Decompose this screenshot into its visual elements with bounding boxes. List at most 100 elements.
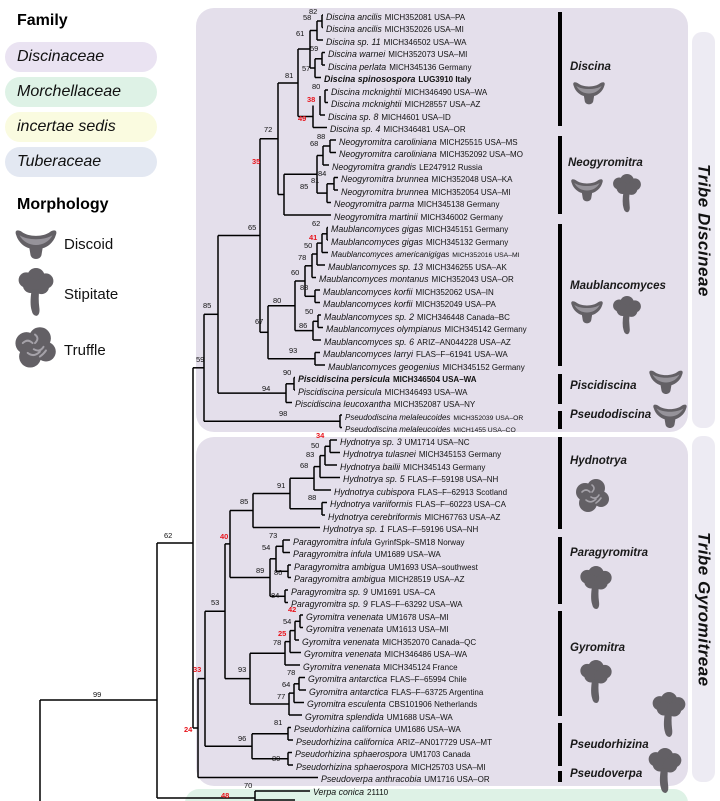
genus-bar-pseudorhizina (558, 723, 562, 766)
genus-bar-maublancomyces (558, 224, 562, 366)
support-value: 48 (221, 791, 230, 800)
taxon-label: Maublancomyces americanigigas MICH352016 … (331, 250, 520, 259)
support-value: 86 (274, 568, 283, 577)
support-value: 58 (303, 13, 312, 22)
taxon-label: Hydnotrya bailii MICH345143 Germany (340, 461, 486, 472)
taxon-label: Neogyromitra parma MICH345138 Germany (334, 199, 500, 209)
support-value: 86 (299, 321, 308, 330)
support-value: 80 (272, 754, 281, 763)
taxon-label: Discina warnei MICH352073 USA–MI (328, 49, 468, 59)
support-value: 49 (298, 114, 307, 123)
support-value: 72 (264, 125, 273, 134)
support-value: 59 (196, 355, 205, 364)
genus-bar-hydnotrya (558, 437, 562, 529)
support-value: 54 (262, 543, 271, 552)
taxon-label: Piscidiscina persicula MICH346504 USA–WA (298, 374, 477, 384)
discoid-icon (573, 82, 605, 105)
support-value: 90 (283, 368, 292, 377)
support-value: 99 (93, 690, 102, 699)
outgroup-box (185, 789, 688, 801)
genus-label-piscidiscina: Piscidiscina (570, 380, 637, 392)
genus-label-paragyromitra: Paragyromitra (570, 547, 648, 559)
tribe-label: Tribe Discineae (694, 163, 714, 297)
support-value: 34 (316, 431, 325, 440)
support-value: 70 (244, 781, 253, 790)
support-value: 40 (220, 532, 229, 541)
taxon-label: Discina perlata MICH345136 Germany (328, 61, 472, 72)
taxon-label: Maublancomyces gigas MICH345132 Germany (331, 236, 509, 247)
support-value: 85 (240, 497, 249, 506)
genus-bar-neogyromitra (558, 136, 562, 214)
taxon-label: Pseudorhizina sphaerospora UM1703 Canada (295, 749, 471, 759)
taxon-label: Gyromitra venenata MICH345124 France (303, 661, 458, 672)
taxon-label: Hydnotrya variiformis FLAS–F–60223 USA–CA (330, 499, 506, 509)
support-value: 89 (256, 566, 265, 575)
support-value: 50 (304, 241, 313, 250)
support-value: 78 (298, 253, 307, 262)
taxon-label: Gyromitra venenata UM1613 USA–MI (306, 624, 449, 634)
taxon-label: Maublancomyces sp. 6 ARIZ–AN044228 USA–AZ (324, 336, 511, 347)
support-value: 83 (306, 450, 315, 459)
taxon-label: Maublancomyces korfii MICH352062 USA–IN (323, 286, 494, 297)
support-value: 50 (305, 307, 314, 316)
support-value: 25 (278, 629, 287, 638)
taxon-label: Hydnotrya tulasnei MICH345153 Germany (343, 449, 502, 459)
support-value: 38 (307, 95, 316, 104)
taxon-label: Hydnotrya sp. 1 FLAS–F–59196 USA–NH (323, 524, 479, 534)
taxon-label: Maublancomyces montanus MICH352043 USA–OR (319, 274, 514, 284)
taxon-label: Gyromitra antarctica FLAS–F–65994 Chile (308, 674, 467, 684)
family-chip-morchellaceae: Morchellaceae (5, 77, 157, 107)
taxon-label: Neogyromitra martinii MICH346002 Germany (334, 211, 503, 222)
support-value: 64 (282, 680, 291, 689)
support-value: 78 (287, 668, 296, 677)
support-value: 81 (285, 71, 294, 80)
taxon-label: Neogyromitra brunnea MICH352054 USA–MI (341, 186, 511, 197)
taxon-label: Verpa conica 21110 (313, 786, 389, 797)
support-value: 54 (283, 617, 292, 626)
taxon-label: Pseudorhizina californica ARIZ–AN017729 U… (296, 736, 492, 747)
support-value: 94 (262, 384, 271, 393)
discoid-icon (653, 404, 687, 428)
support-value: 57 (302, 64, 311, 73)
tribe-strip-gyromitreae: Tribe Gyromitreae (692, 436, 715, 782)
support-value: 62 (164, 531, 173, 540)
genus-label-neogyromitra: Neogyromitra (568, 157, 643, 169)
support-value: 82 (309, 7, 318, 16)
discoid-icon (649, 370, 683, 394)
family-legend-title: Family (17, 12, 68, 29)
support-value: 35 (252, 157, 261, 166)
tribe-discineae-box (196, 8, 688, 432)
taxon-label: Hydnotrya cubispora FLAS–F–62913 Scotland (334, 486, 508, 497)
support-value: 60 (291, 268, 300, 277)
taxon-label: Maublancomyces geogenius MICH345152 Germa… (328, 361, 525, 372)
support-value: 33 (193, 665, 202, 674)
morphology-label-discoid: Discoid (64, 236, 114, 253)
support-value: 81 (274, 718, 283, 727)
taxon-label: Paragyromitra ambigua UM1693 USA–southwes… (294, 561, 478, 572)
tribe-label: Tribe Gyromitreae (694, 531, 714, 687)
genus-bar-paragyromitra (558, 537, 562, 604)
morphology-legend-title: Morphology (17, 196, 109, 213)
taxon-label: Discina spinosospora LUG3910 Italy (324, 74, 472, 84)
taxon-label: Discina mcknightii MICH28557 USA–AZ (331, 99, 481, 109)
support-value: 59 (310, 44, 319, 53)
taxon-label: Piscidiscina leucoxantha MICH352087 USA–N… (295, 399, 476, 409)
taxon-label: Gyromitra venenata MICH352070 Canada–QC (302, 636, 477, 647)
support-value: 77 (277, 692, 286, 701)
taxon-label: Paragyromitra sp. 9 FLAS–F–63292 USA–WA (291, 599, 463, 609)
genus-label-pseudorhizina: Pseudorhizina (570, 739, 649, 751)
stipitate-icon (652, 692, 686, 737)
support-value: 98 (279, 409, 288, 418)
support-value: 24 (184, 725, 193, 734)
support-value: 88 (308, 493, 317, 502)
genus-label-pseudoverpa: Pseudoverpa (570, 768, 643, 780)
discoid-icon (571, 301, 603, 324)
taxon-label: Hydnotrya cerebriformis MICH67763 USA–AZ (328, 511, 501, 522)
support-value: 67 (255, 317, 264, 326)
support-value: 68 (310, 139, 319, 148)
genus-label-hydnotrya: Hydnotrya (570, 455, 627, 467)
support-value: 78 (273, 638, 282, 647)
stipitate-icon (580, 660, 612, 704)
